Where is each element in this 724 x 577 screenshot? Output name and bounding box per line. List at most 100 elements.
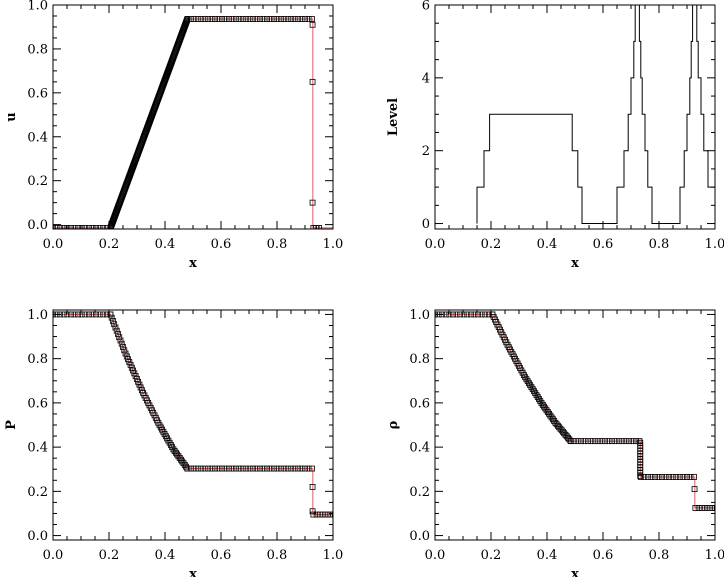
data-marker bbox=[712, 505, 715, 511]
data-marker bbox=[205, 16, 212, 22]
data-marker bbox=[236, 16, 243, 22]
data-marker bbox=[82, 311, 89, 318]
panel-velocity: 0.0 0.2 0.4 0.6 0.8 1.0 0.0 0.2 0.4 0.6 0.8 1.0 x u bbox=[4, 0, 343, 271]
data-marker bbox=[264, 465, 270, 472]
data-marker bbox=[243, 465, 250, 472]
data-marker bbox=[288, 16, 295, 22]
data-marker bbox=[229, 16, 236, 22]
data-marker bbox=[313, 511, 320, 518]
x-tick-label: 0.8 bbox=[267, 548, 288, 563]
x-tick-label: 1.0 bbox=[705, 237, 724, 252]
x-tick-label: 0.4 bbox=[155, 548, 176, 563]
y-tick-label: 0.2 bbox=[409, 485, 430, 500]
data-marker bbox=[330, 511, 333, 518]
data-marker bbox=[110, 318, 116, 324]
data-marker bbox=[85, 224, 92, 229]
y-tick-label: 1.0 bbox=[409, 308, 430, 323]
data-marker bbox=[291, 16, 298, 22]
x-tick-label: 0.2 bbox=[481, 548, 502, 563]
data-marker bbox=[326, 511, 333, 518]
data-marker bbox=[457, 311, 464, 318]
data-marker bbox=[232, 465, 239, 472]
data-marker bbox=[198, 465, 205, 472]
data-marker bbox=[250, 16, 257, 22]
data-marker bbox=[305, 465, 312, 472]
data-marker bbox=[96, 224, 103, 229]
data-marker bbox=[284, 465, 291, 472]
data-marker bbox=[566, 436, 573, 443]
panel-refinement-level: 0.0 0.2 0.4 0.6 0.8 1.0 0 2 4 6 x Level bbox=[386, 0, 724, 271]
data-marker bbox=[68, 224, 74, 229]
data-marker bbox=[78, 224, 85, 229]
data-marker bbox=[246, 16, 253, 22]
y-tick-label: 0.8 bbox=[27, 352, 48, 367]
data-marker bbox=[605, 438, 612, 445]
x-tick-label: 0.0 bbox=[43, 548, 64, 563]
data-marker bbox=[118, 340, 125, 347]
x-tick-label: 0.8 bbox=[649, 548, 670, 563]
data-marker bbox=[226, 465, 232, 472]
y-axis-label: Level bbox=[386, 98, 401, 136]
y-axis-label: ρ bbox=[386, 420, 401, 429]
data-marker bbox=[112, 324, 119, 331]
data-marker bbox=[194, 465, 201, 472]
y-tick-label: 0.0 bbox=[27, 218, 48, 233]
y-tick-label: 2 bbox=[422, 144, 430, 159]
y-tick-label: 4 bbox=[422, 71, 430, 86]
data-marker bbox=[692, 505, 699, 511]
data-marker bbox=[453, 311, 460, 318]
data-marker bbox=[274, 16, 281, 22]
data-marker bbox=[598, 438, 605, 445]
plot-frame bbox=[52, 4, 334, 230]
data-marker bbox=[257, 465, 263, 472]
data-marker bbox=[708, 505, 715, 511]
data-marker bbox=[243, 16, 250, 22]
data-marker bbox=[232, 16, 239, 22]
data-marker bbox=[648, 474, 655, 480]
data-marker bbox=[609, 438, 615, 445]
data-marker bbox=[585, 438, 591, 445]
y-tick-label: 0.4 bbox=[409, 441, 430, 456]
x-tick-label: 0.0 bbox=[425, 237, 446, 252]
data-marker bbox=[295, 16, 302, 22]
data-marker bbox=[581, 438, 588, 445]
data-marker bbox=[450, 311, 456, 318]
data-marker bbox=[117, 337, 124, 344]
x-tick-label: 0.4 bbox=[537, 548, 558, 563]
data-marker bbox=[120, 344, 126, 350]
exact-solution-line bbox=[53, 313, 333, 516]
data-marker bbox=[222, 16, 229, 22]
plot-frame bbox=[434, 309, 716, 541]
data-marker bbox=[637, 474, 644, 480]
x-axis-label: x bbox=[189, 567, 197, 577]
data-marker bbox=[122, 350, 129, 357]
data-marker bbox=[478, 311, 485, 318]
data-marker bbox=[636, 438, 643, 445]
data-marker bbox=[602, 438, 608, 445]
x-tick-label: 1.0 bbox=[705, 548, 724, 563]
data-marker bbox=[60, 311, 67, 318]
data-marker bbox=[222, 465, 229, 472]
data-marker bbox=[323, 511, 330, 518]
data-marker bbox=[215, 16, 222, 22]
data-marker bbox=[121, 347, 128, 354]
data-marker bbox=[82, 224, 89, 229]
y-tick-label: 6 bbox=[422, 0, 430, 14]
data-marker bbox=[567, 437, 574, 444]
data-marker bbox=[687, 474, 694, 480]
y-tick-label: 0.0 bbox=[409, 529, 430, 544]
y-tick-label: 0.0 bbox=[27, 529, 48, 544]
data-marker bbox=[93, 311, 99, 318]
data-marker bbox=[198, 16, 205, 22]
y-tick-label: 0.4 bbox=[27, 130, 48, 145]
data-marker bbox=[574, 438, 581, 445]
x-tick-label: 0.0 bbox=[43, 237, 64, 252]
data-marker bbox=[246, 465, 253, 472]
data-marker bbox=[212, 465, 218, 472]
data-marker bbox=[277, 16, 284, 22]
x-tick-label: 0.8 bbox=[267, 237, 288, 252]
x-tick-label: 1.0 bbox=[323, 237, 344, 252]
data-marker bbox=[591, 438, 598, 445]
data-marker bbox=[183, 463, 189, 470]
